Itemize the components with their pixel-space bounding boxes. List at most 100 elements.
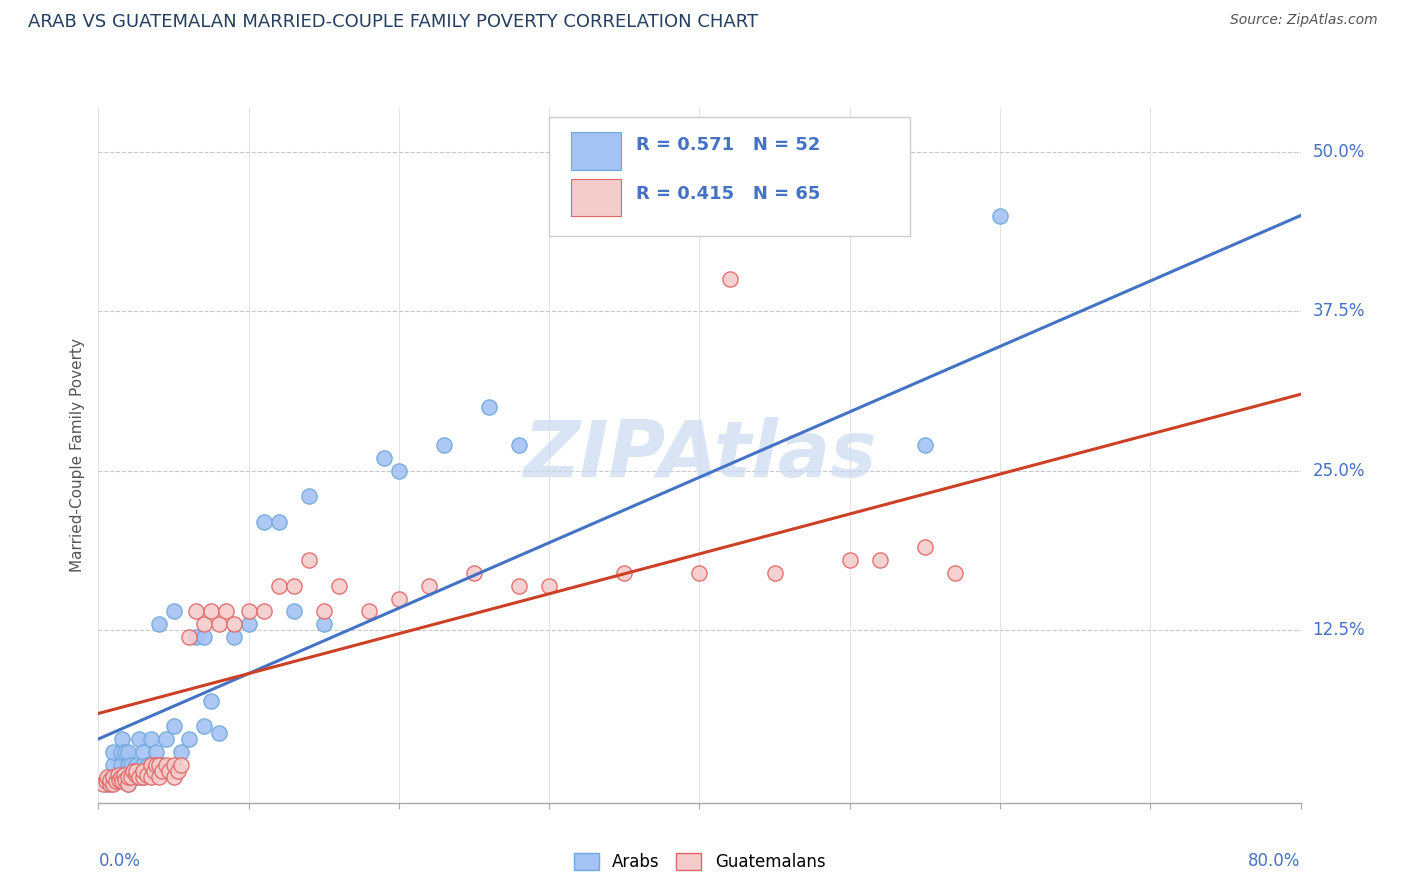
Point xyxy=(869,553,891,567)
Point xyxy=(132,764,155,778)
Point xyxy=(193,719,215,733)
Point xyxy=(357,604,380,618)
Point xyxy=(155,731,177,746)
Point xyxy=(105,774,128,789)
Point xyxy=(478,400,501,414)
Point xyxy=(170,757,193,772)
Text: 50.0%: 50.0% xyxy=(1313,143,1365,161)
Point xyxy=(112,770,135,784)
Text: 37.5%: 37.5% xyxy=(1313,302,1365,320)
Point xyxy=(162,719,184,733)
Point xyxy=(114,772,136,787)
Y-axis label: Married-Couple Family Poverty: Married-Couple Family Poverty xyxy=(70,338,86,572)
Point xyxy=(107,768,129,782)
Point xyxy=(253,515,276,529)
Point xyxy=(132,757,155,772)
Point xyxy=(100,772,122,787)
Point xyxy=(170,745,193,759)
Point xyxy=(148,617,170,632)
Point xyxy=(100,777,122,791)
Point xyxy=(103,745,125,759)
Point xyxy=(128,731,150,746)
Point xyxy=(208,617,231,632)
Point xyxy=(688,566,710,580)
Point xyxy=(110,745,132,759)
Point xyxy=(312,617,335,632)
Text: ZIPAtlas: ZIPAtlas xyxy=(523,417,876,493)
Point xyxy=(103,770,125,784)
Text: 25.0%: 25.0% xyxy=(1313,462,1365,480)
Point xyxy=(100,770,122,784)
Point xyxy=(145,745,167,759)
Point xyxy=(200,694,222,708)
Point xyxy=(914,438,936,452)
Point xyxy=(184,630,207,644)
Point xyxy=(433,438,456,452)
Point xyxy=(117,777,139,791)
Point xyxy=(139,731,162,746)
Point xyxy=(373,451,395,466)
Point xyxy=(463,566,485,580)
Point xyxy=(136,757,159,772)
Point xyxy=(96,770,118,784)
Point xyxy=(838,553,860,567)
Point xyxy=(91,777,114,791)
Point xyxy=(94,774,117,789)
Point xyxy=(111,774,134,789)
Point xyxy=(238,617,260,632)
Text: 0.0%: 0.0% xyxy=(98,852,141,870)
Point xyxy=(177,630,200,644)
Point xyxy=(418,579,440,593)
Text: R = 0.415   N = 65: R = 0.415 N = 65 xyxy=(636,185,820,203)
Point xyxy=(538,579,561,593)
Point xyxy=(155,757,177,772)
Point xyxy=(150,764,173,778)
Point xyxy=(117,770,139,784)
Point xyxy=(122,764,145,778)
Point xyxy=(132,745,155,759)
Point xyxy=(148,757,170,772)
Text: 80.0%: 80.0% xyxy=(1249,852,1301,870)
Point xyxy=(312,604,335,618)
Point xyxy=(121,770,143,784)
Point xyxy=(162,604,184,618)
Point xyxy=(111,731,134,746)
Point xyxy=(128,770,150,784)
Point xyxy=(145,757,167,772)
Point xyxy=(988,209,1011,223)
Point xyxy=(215,604,238,618)
Point xyxy=(125,764,148,778)
Point xyxy=(388,464,411,478)
Point xyxy=(103,770,125,784)
Point xyxy=(193,617,215,632)
Text: Source: ZipAtlas.com: Source: ZipAtlas.com xyxy=(1230,13,1378,28)
Text: ARAB VS GUATEMALAN MARRIED-COUPLE FAMILY POVERTY CORRELATION CHART: ARAB VS GUATEMALAN MARRIED-COUPLE FAMILY… xyxy=(28,13,758,31)
Point xyxy=(114,745,136,759)
Point xyxy=(914,541,936,555)
Point xyxy=(105,770,128,784)
Point xyxy=(135,768,157,782)
Point xyxy=(222,617,245,632)
Point xyxy=(200,604,222,618)
Point xyxy=(117,777,139,791)
Point xyxy=(125,768,148,782)
Point xyxy=(283,604,305,618)
Point xyxy=(94,777,117,791)
Point xyxy=(108,772,131,787)
Point xyxy=(162,757,184,772)
Point xyxy=(283,579,305,593)
Point xyxy=(508,579,530,593)
Point xyxy=(125,770,148,784)
Point xyxy=(132,770,155,784)
Point xyxy=(328,579,350,593)
FancyBboxPatch shape xyxy=(571,132,621,169)
Point xyxy=(117,757,139,772)
Point xyxy=(110,757,132,772)
Legend: Arabs, Guatemalans: Arabs, Guatemalans xyxy=(567,847,832,878)
Point xyxy=(139,770,162,784)
Point xyxy=(943,566,966,580)
Point xyxy=(148,757,170,772)
Point xyxy=(613,566,636,580)
Point xyxy=(117,770,139,784)
Point xyxy=(267,515,290,529)
